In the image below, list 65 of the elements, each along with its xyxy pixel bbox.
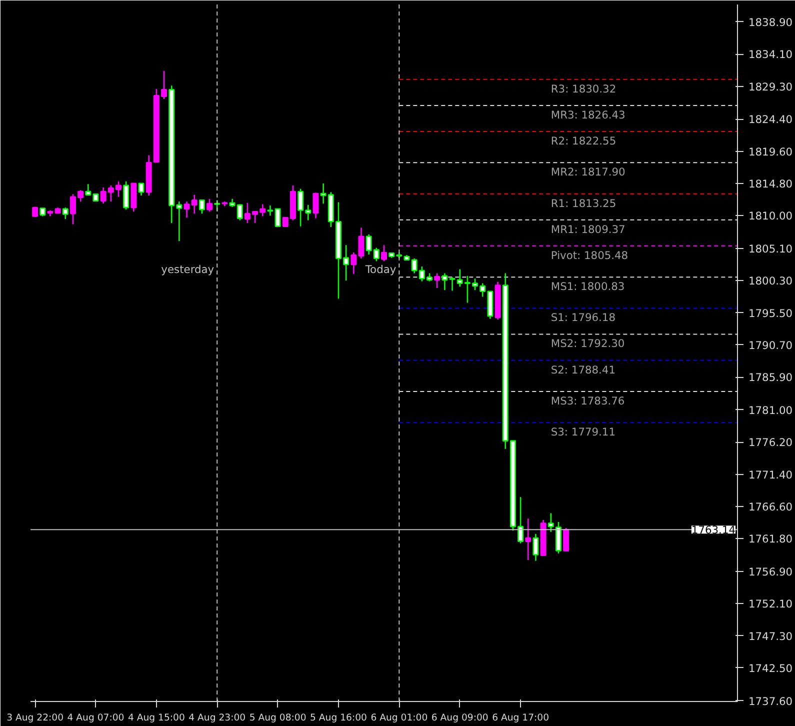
x-tick-label: 6 Aug 01:00	[370, 712, 428, 724]
candlestick	[312, 192, 319, 219]
ref-line-label: S1: 1796.18	[550, 311, 616, 324]
ref-line-label: S2: 1788.41	[550, 363, 616, 376]
y-tick-label: 1819.60	[748, 145, 793, 158]
ref-line-label: Today	[364, 262, 396, 276]
y-tick-label: 1752.10	[748, 598, 793, 611]
x-tick-label: 4 Aug 07:00	[67, 712, 124, 724]
ref-line-label: 1763.14	[691, 524, 736, 537]
y-tick-label: 1756.90	[748, 565, 793, 578]
y-tick-label: 1800.30	[748, 274, 793, 288]
candlestick	[62, 206, 68, 220]
ref-line-label: S3: 1779.11	[550, 426, 616, 439]
x-tick-label: 6 Aug 09:00	[431, 712, 488, 724]
candlestick	[214, 200, 220, 212]
y-tick-label: 1771.40	[748, 468, 793, 482]
candlestick	[198, 200, 205, 214]
y-tick-label: 1790.70	[748, 338, 793, 352]
candlestick	[563, 527, 570, 552]
candlestick	[123, 180, 130, 210]
ref-line-label: MS2: 1792.30	[550, 337, 625, 350]
y-tick-label: 1742.50	[748, 662, 793, 675]
y-tick-label: 1761.80	[748, 532, 793, 546]
ref-line-label: MR1: 1809.37	[550, 222, 626, 236]
x-tick-label: 3 Aug 22:00	[6, 712, 64, 724]
ref-line-label: MR3: 1826.43	[550, 108, 626, 122]
x-tick-label: 5 Aug 08:00	[249, 712, 306, 724]
ref-line-label: MS3: 1783.76	[550, 394, 625, 408]
y-tick-label: 1795.50	[748, 306, 793, 320]
ref-line-label: R3: 1830.32	[550, 82, 616, 96]
candlestick	[532, 533, 539, 562]
candlestick	[442, 272, 448, 291]
y-tick-label: 1824.40	[748, 113, 793, 126]
ref-line-label: R2: 1822.55	[550, 134, 616, 148]
candlestick	[434, 272, 440, 289]
candlestick	[267, 204, 274, 216]
candlestick	[548, 512, 554, 533]
y-tick-label: 1814.80	[748, 177, 793, 190]
candlestick	[525, 518, 532, 561]
candlestick	[449, 276, 456, 292]
y-tick-label: 1834.10	[748, 48, 793, 62]
x-tick-label: 4 Aug 15:00	[128, 712, 185, 724]
candlestick	[555, 521, 562, 554]
candlestick	[274, 208, 281, 227]
y-tick-label: 1737.60	[748, 694, 793, 708]
x-tick-label: 5 Aug 16:00	[310, 712, 368, 724]
y-tick-label: 1805.10	[748, 242, 793, 256]
x-tick-label: 6 Aug 17:00	[492, 712, 550, 724]
y-tick-label: 1766.60	[748, 500, 793, 514]
ref-line-label: MR2: 1817.90	[550, 166, 626, 179]
y-tick-label: 1785.90	[748, 371, 793, 384]
ref-line-label: R1: 1813.25	[550, 196, 616, 210]
ref-line-label: MS1: 1800.83	[550, 280, 625, 294]
x-tick-label: 4 Aug 23:00	[188, 712, 246, 724]
y-tick-label: 1810.00	[748, 210, 793, 223]
y-tick-label: 1829.30	[748, 80, 793, 94]
candlestick	[138, 182, 144, 196]
y-tick-label: 1776.20	[748, 436, 793, 450]
y-tick-label: 1747.30	[748, 630, 793, 643]
y-tick-label: 1781.00	[748, 404, 793, 417]
ref-line-label: yesterday	[161, 262, 214, 276]
candlestick	[206, 198, 213, 212]
candlestick	[381, 244, 387, 262]
y-tick-label: 1838.90	[748, 16, 793, 29]
ref-line-label: Pivot: 1805.48	[550, 248, 628, 262]
